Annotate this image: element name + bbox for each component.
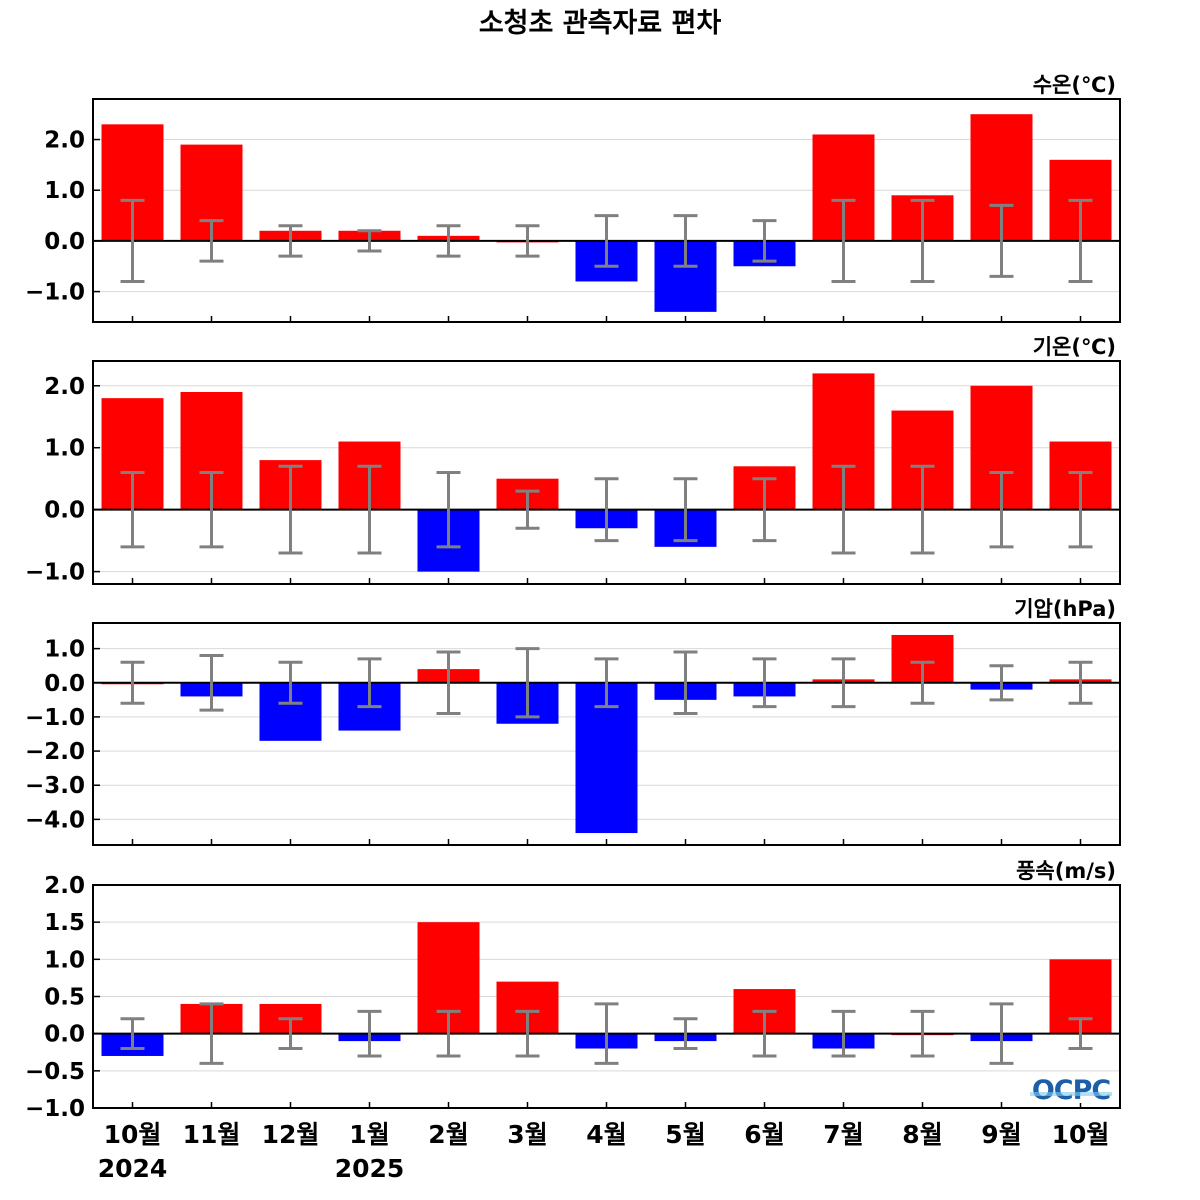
x-tick-label: 7월 xyxy=(823,1120,863,1149)
panel-2: −1.0 0.0 1.0 2.0 기온(℃) xyxy=(25,335,1121,586)
panel-label: 풍속(m/s) xyxy=(1016,859,1116,883)
panel-label: 기온(℃) xyxy=(1033,335,1116,359)
plot-frame xyxy=(92,98,1121,323)
y-tick-label: 2.0 xyxy=(44,374,85,400)
y-tick-label: 0.0 xyxy=(44,498,85,524)
plot-frame xyxy=(92,360,1121,585)
plot-area xyxy=(93,361,1120,584)
y-tick-label: −0.5 xyxy=(25,1059,85,1085)
x-year-label: 2025 xyxy=(335,1154,405,1183)
plot-frame xyxy=(92,884,1121,1109)
x-tick-label: 12월 xyxy=(262,1120,320,1149)
y-tick-label: 1.5 xyxy=(44,910,85,936)
x-tick-label: 6월 xyxy=(744,1120,784,1149)
y-tick-label: 1.0 xyxy=(44,178,85,204)
x-tick-label: 9월 xyxy=(981,1120,1021,1149)
x-tick-label: 3월 xyxy=(507,1120,547,1149)
y-tick-label: −4.0 xyxy=(25,807,85,833)
logo-wave xyxy=(1030,1092,1112,1096)
x-tick-label: 10월 xyxy=(104,1120,162,1149)
y-tick-label: −2.0 xyxy=(25,739,85,765)
y-tick-label: 0.5 xyxy=(44,985,85,1011)
y-tick-label: 1.0 xyxy=(44,947,85,973)
x-tick-label: 4월 xyxy=(586,1120,626,1149)
y-tick-label: 0.0 xyxy=(44,671,85,697)
x-tick-label: 5월 xyxy=(665,1120,705,1149)
y-tick-label: −1.0 xyxy=(25,1096,85,1122)
y-tick-label: 1.0 xyxy=(44,637,85,663)
y-tick-label: 2.0 xyxy=(44,128,85,154)
y-tick-label: 1.0 xyxy=(44,436,85,462)
y-tick-label: 0.0 xyxy=(44,229,85,255)
panel-4: −1.0 −0.5 0.0 0.5 1.0 1.5 2.0 풍속(m/s) xyxy=(25,859,1121,1122)
plot-area xyxy=(93,99,1120,322)
panel-label: 기압(hPa) xyxy=(1014,597,1116,621)
panel-1: −1.0 0.0 1.0 2.0 수온(℃) xyxy=(25,73,1121,323)
y-tick-label: 0.0 xyxy=(44,1022,85,1048)
plot-frame xyxy=(92,622,1121,846)
chart-title: 소청초 관측자료 편차 xyxy=(479,8,722,39)
x-tick-label: 2월 xyxy=(428,1120,468,1149)
x-tick-label: 11월 xyxy=(183,1120,241,1149)
x-tick-label: 10월 xyxy=(1052,1120,1110,1149)
y-tick-label: −3.0 xyxy=(25,773,85,799)
chart-panels: −1.0 0.0 1.0 2.0 수온(℃) −1.0 0.0 1.0 2.0 기온(℃) −4.0… xyxy=(25,73,1121,1122)
panel-3: −4.0 −3.0 −2.0 −1.0 0.0 1.0 기압(hPa) xyxy=(25,597,1121,846)
y-tick-label: −1.0 xyxy=(25,705,85,731)
panel-label: 수온(℃) xyxy=(1033,73,1116,97)
ocpc-logo: OCPC xyxy=(1029,1073,1113,1106)
y-tick-label: −1.0 xyxy=(25,560,85,586)
x-year-label: 2024 xyxy=(98,1154,168,1183)
x-tick-label: 1월 xyxy=(349,1120,389,1149)
y-tick-label: 2.0 xyxy=(44,873,85,899)
y-tick-label: −1.0 xyxy=(25,280,85,306)
logo-text: OCPC xyxy=(1032,1075,1111,1106)
x-axis-labels: 10월 11월 12월 1월 2월 3월 4월 5월 6월 7월 8월 9월 10월 2024 2025 xyxy=(98,1120,1110,1183)
x-tick-label: 8월 xyxy=(902,1120,942,1149)
